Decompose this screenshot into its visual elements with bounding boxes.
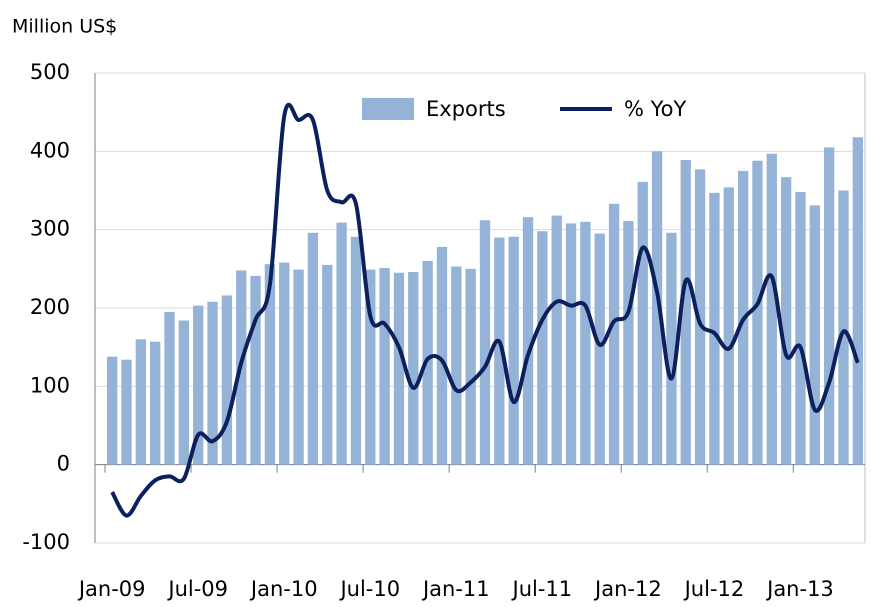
bar	[250, 275, 261, 465]
bar	[264, 264, 276, 465]
bar	[823, 147, 835, 465]
bar	[408, 271, 419, 465]
legend-label: Exports	[426, 97, 506, 121]
bar	[107, 356, 118, 465]
bar	[637, 181, 648, 465]
bar	[293, 269, 304, 465]
bar	[494, 237, 505, 465]
x-tick-label: Jan-13	[765, 577, 834, 601]
bar	[594, 233, 605, 465]
bar	[565, 223, 577, 465]
bar	[680, 159, 691, 465]
bar	[365, 269, 376, 465]
y-tick-label: 500	[30, 60, 70, 84]
bar	[694, 169, 706, 465]
bar	[178, 320, 190, 465]
y-tick-label: 0	[57, 452, 70, 476]
bar	[752, 160, 763, 465]
x-tick-label: Jul-12	[683, 577, 745, 601]
bar	[322, 264, 333, 465]
bar	[451, 266, 462, 465]
x-tick-label: Jul-10	[338, 577, 400, 601]
bar	[651, 151, 663, 465]
bar	[479, 220, 491, 465]
bar	[207, 301, 218, 465]
y-tick-label: -100	[22, 530, 70, 554]
line	[110, 103, 860, 518]
y-axis-label: Million US$	[12, 16, 117, 38]
x-tick-label: Jan-09	[77, 577, 146, 601]
bar	[121, 359, 132, 465]
y-tick-label: 400	[30, 138, 70, 162]
bar	[135, 339, 147, 465]
bar	[537, 231, 548, 465]
bar	[193, 305, 204, 465]
x-tick-label: Jul-11	[511, 577, 573, 601]
bar	[551, 215, 562, 465]
bar	[221, 295, 233, 465]
y-tick-label: 300	[30, 217, 70, 241]
bar	[393, 272, 405, 465]
bar	[838, 190, 849, 465]
bar	[164, 311, 175, 465]
x-tick-label: Jan-12	[593, 577, 662, 601]
bar	[809, 205, 820, 465]
bar	[508, 236, 519, 465]
bar	[422, 261, 433, 465]
bar	[379, 268, 390, 465]
x-tick-label: Jan-11	[421, 577, 490, 601]
bar	[666, 232, 677, 465]
bar	[623, 221, 634, 465]
bar	[436, 246, 448, 465]
bar	[279, 262, 290, 465]
bar	[150, 341, 161, 465]
bar	[723, 187, 734, 465]
legend-label: % YoY	[624, 97, 687, 121]
bar	[350, 236, 362, 465]
bar	[709, 192, 720, 465]
bar	[307, 232, 319, 465]
bar	[608, 203, 620, 465]
x-tick-label: Jan-10	[249, 577, 318, 601]
legend-swatch	[362, 98, 414, 120]
bar	[852, 137, 863, 465]
bar	[580, 221, 591, 465]
y-tick-label: 100	[30, 373, 70, 397]
bar	[780, 177, 792, 465]
bar	[336, 222, 347, 465]
bar	[795, 192, 806, 465]
y-tick-label: 200	[30, 295, 70, 319]
x-tick-label: Jul-09	[166, 577, 228, 601]
bar	[465, 268, 476, 465]
bar	[522, 217, 534, 465]
bar	[766, 153, 777, 465]
